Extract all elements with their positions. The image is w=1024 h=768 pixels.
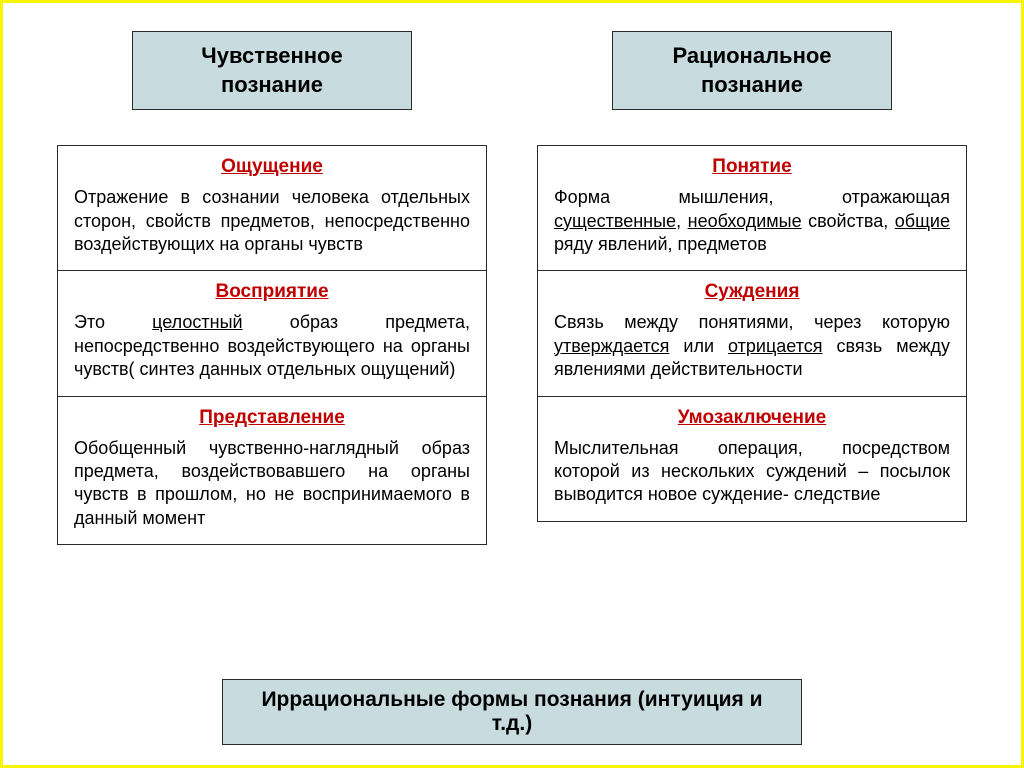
cell-body: Это целостный образ предмета, непосредст… xyxy=(74,311,470,381)
cell-body: Обобщенный чувственно-наглядный образ пр… xyxy=(74,437,470,531)
cell-sensation: Ощущение Отражение в сознании человека о… xyxy=(58,146,486,271)
cell-body: Отражение в сознании человека отдельных … xyxy=(74,186,470,256)
cell-representation: Представление Обобщенный чувственно-нагл… xyxy=(58,397,486,546)
right-header-box: Рациональное познание xyxy=(612,31,892,110)
right-cells: Понятие Форма мышления, отражающая сущес… xyxy=(537,145,967,522)
right-column: Рациональное познание Понятие Форма мышл… xyxy=(537,31,967,545)
cell-concept: Понятие Форма мышления, отражающая сущес… xyxy=(538,146,966,271)
cell-title: Ощущение xyxy=(74,156,470,178)
cell-body: Связь между понятиями, через которую утв… xyxy=(554,311,950,381)
columns-container: Чувственное познание Ощущение Отражение … xyxy=(33,31,991,545)
cell-title: Представление xyxy=(74,407,470,429)
cell-title: Умозаключение xyxy=(554,407,950,429)
cell-title: Суждения xyxy=(554,281,950,303)
cell-title: Восприятие xyxy=(74,281,470,303)
footer-box: Иррациональные формы познания (интуиция … xyxy=(222,679,802,745)
cell-title: Понятие xyxy=(554,156,950,178)
left-cells: Ощущение Отражение в сознании человека о… xyxy=(57,145,487,545)
cell-inference: Умозаключение Мыслительная операция, пос… xyxy=(538,397,966,522)
left-column: Чувственное познание Ощущение Отражение … xyxy=(57,31,487,545)
cell-body: Мыслительная операция, посредством котор… xyxy=(554,437,950,507)
cell-perception: Восприятие Это целостный образ предмета,… xyxy=(58,271,486,396)
cell-body: Форма мышления, отражающая существенные,… xyxy=(554,186,950,256)
left-header-box: Чувственное познание xyxy=(132,31,412,110)
cell-judgment: Суждения Связь между понятиями, через ко… xyxy=(538,271,966,396)
